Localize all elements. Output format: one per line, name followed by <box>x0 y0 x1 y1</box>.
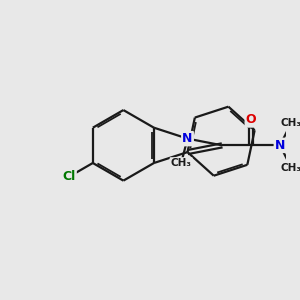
Text: CH₃: CH₃ <box>171 158 192 168</box>
Text: O: O <box>246 113 256 126</box>
Text: CH₃: CH₃ <box>281 118 300 128</box>
Text: N: N <box>182 132 193 145</box>
Text: N: N <box>275 139 285 152</box>
Text: CH₃: CH₃ <box>281 163 300 173</box>
Text: Cl: Cl <box>62 170 76 183</box>
